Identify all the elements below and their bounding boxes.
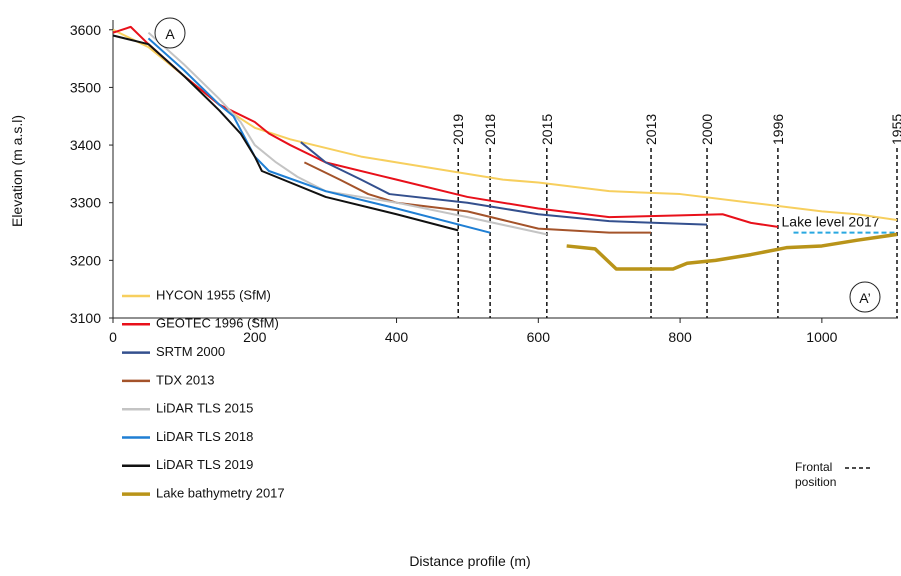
x-tick-label: 200 xyxy=(243,329,267,345)
series-line xyxy=(147,37,491,234)
legend-label: LiDAR TLS 2015 xyxy=(156,401,253,416)
series-line xyxy=(112,34,459,232)
series-line xyxy=(300,141,708,226)
x-axis-label: Distance profile (m) xyxy=(409,553,530,569)
section-marker xyxy=(154,17,186,49)
frontal-label: 2015 xyxy=(539,114,555,145)
section-label: A xyxy=(165,26,175,42)
frontal-label: 2000 xyxy=(699,114,715,145)
legend-label: TDX 2013 xyxy=(156,372,215,387)
y-tick-label: 3600 xyxy=(70,22,101,38)
series-line xyxy=(303,161,652,234)
series-line xyxy=(566,232,898,271)
section-marker xyxy=(849,281,881,313)
x-tick-label: 800 xyxy=(668,329,692,345)
frontal-label: 2013 xyxy=(643,114,659,145)
y-tick-label: 3100 xyxy=(70,310,101,326)
frontal-label: 1955 xyxy=(889,114,901,145)
section-label: A’ xyxy=(859,290,870,306)
x-tick-label: 600 xyxy=(527,329,551,345)
legend-label: Lake bathymetry 2017 xyxy=(156,486,285,501)
legend-label: HYCON 1955 (SfM) xyxy=(156,287,271,302)
legend-label: GEOTEC 1996 (SfM) xyxy=(156,316,279,331)
frontal-legend: Frontal position xyxy=(795,460,837,489)
lake-level-label: Lake level 2017 xyxy=(782,214,880,230)
frontal-label: 2019 xyxy=(450,114,466,145)
x-tick-label: 0 xyxy=(109,329,117,345)
series-line xyxy=(112,25,779,228)
legend-label: LiDAR TLS 2018 xyxy=(156,429,253,444)
legend-label: LiDAR TLS 2019 xyxy=(156,457,253,472)
y-tick-label: 3200 xyxy=(70,252,101,268)
y-tick-label: 3400 xyxy=(70,137,101,153)
series-line xyxy=(147,31,548,236)
legend-label: SRTM 2000 xyxy=(156,344,225,359)
frontal-label: 1996 xyxy=(770,114,786,145)
x-tick-label: 400 xyxy=(385,329,409,345)
y-axis-label: Elevation (m a.s.l) xyxy=(9,115,25,227)
y-tick-label: 3500 xyxy=(70,79,101,95)
x-tick-label: 1000 xyxy=(806,329,837,345)
frontal-label: 2018 xyxy=(482,114,498,145)
y-tick-label: 3300 xyxy=(70,195,101,211)
